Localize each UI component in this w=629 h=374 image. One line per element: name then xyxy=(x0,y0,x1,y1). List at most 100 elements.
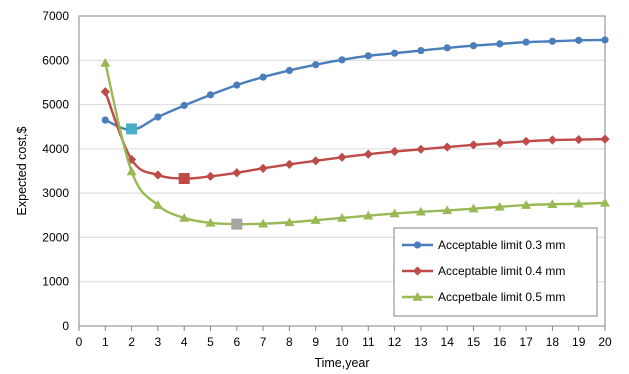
y-tick-label: 4000 xyxy=(42,142,69,156)
series-line xyxy=(104,62,606,226)
legend-marker xyxy=(412,266,423,276)
legend-item-3: Accpetbale limit 0.5 mm xyxy=(402,290,565,304)
data-point xyxy=(363,149,373,159)
legend: Acceptable limit 0.3 mm Acceptable limit … xyxy=(393,227,598,317)
data-point xyxy=(337,212,347,222)
legend-item-2: Acceptable limit 0.4 mm xyxy=(402,264,565,278)
data-point xyxy=(547,199,558,208)
legend-label: Acceptable limit 0.3 mm xyxy=(438,238,565,252)
x-tick-label: 2 xyxy=(128,335,135,349)
x-tick-label: 3 xyxy=(155,335,162,349)
data-point xyxy=(364,52,372,60)
data-point xyxy=(573,198,584,208)
data-point xyxy=(179,212,190,222)
series-layer xyxy=(100,36,610,228)
data-point xyxy=(284,217,295,227)
series-line xyxy=(104,38,606,132)
x-tick-label: 11 xyxy=(362,335,375,349)
data-point xyxy=(205,171,216,181)
data-point xyxy=(415,206,426,216)
x-tick-label: 12 xyxy=(388,335,402,349)
data-point xyxy=(180,101,188,110)
data-point xyxy=(496,40,504,48)
data-point xyxy=(100,87,110,97)
data-point xyxy=(600,134,610,144)
data-point xyxy=(205,217,216,227)
data-point xyxy=(311,156,321,166)
data-point xyxy=(521,136,531,146)
data-point xyxy=(417,46,425,55)
x-tick-label: 5 xyxy=(207,335,214,349)
y-tick-label: 2000 xyxy=(42,230,69,244)
optimum-markers xyxy=(126,123,243,230)
data-point xyxy=(469,42,478,50)
legend-label: Accpetbale limit 0.5 mm xyxy=(438,290,565,304)
data-point xyxy=(101,116,109,124)
x-tick-label: 14 xyxy=(441,335,455,349)
data-point xyxy=(232,168,242,178)
data-point xyxy=(575,36,583,44)
data-point xyxy=(468,140,479,150)
data-point xyxy=(391,49,399,57)
legend-marker xyxy=(413,241,422,249)
legend-item-1: Acceptable limit 0.3 mm xyxy=(402,238,565,252)
x-tick-label: 6 xyxy=(233,335,240,349)
x-tick-label: 8 xyxy=(286,335,293,349)
y-axis-title: Expected cost,$ xyxy=(15,126,29,215)
data-point xyxy=(521,200,532,209)
x-tick-label: 0 xyxy=(76,335,83,349)
data-point xyxy=(206,91,215,99)
data-point xyxy=(442,205,453,215)
x-tick-label: 7 xyxy=(260,335,267,349)
data-point xyxy=(495,138,505,148)
legend-marker xyxy=(412,292,423,301)
data-point xyxy=(258,218,269,228)
optimum-marker xyxy=(231,218,243,230)
optimum-marker xyxy=(178,173,190,185)
x-axis-title: Time,year xyxy=(314,356,369,370)
data-point xyxy=(338,56,346,64)
data-point xyxy=(442,142,452,152)
y-tick-label: 3000 xyxy=(42,186,69,200)
data-point xyxy=(152,200,163,209)
y-tick-label: 0 xyxy=(62,319,69,333)
data-point xyxy=(285,66,293,75)
data-point xyxy=(547,135,557,145)
x-tick-label: 10 xyxy=(335,335,349,349)
data-point xyxy=(259,73,267,81)
data-point xyxy=(126,166,137,176)
data-point xyxy=(233,81,241,89)
legend-items: Acceptable limit 0.3 mm Acceptable limit … xyxy=(402,238,565,304)
data-point xyxy=(522,38,530,46)
data-point xyxy=(154,113,162,121)
data-point xyxy=(443,44,451,52)
optimum-marker xyxy=(126,123,138,135)
x-tick-label: 16 xyxy=(493,335,507,349)
x-axis-ticks: 0 1 2 3 4 5 6 7 8 9 10 11 12 13 14 15 16 17 18 19 20 xyxy=(76,326,612,349)
data-point xyxy=(284,159,294,169)
data-point xyxy=(416,144,426,154)
x-tick-label: 18 xyxy=(546,335,560,349)
x-tick-label: 9 xyxy=(312,335,319,349)
legend-label: Acceptable limit 0.4 mm xyxy=(438,264,565,278)
x-tick-label: 20 xyxy=(598,335,612,349)
data-point xyxy=(390,146,400,157)
y-tick-label: 1000 xyxy=(42,275,69,289)
data-point xyxy=(258,163,268,173)
data-point xyxy=(548,37,557,45)
data-point xyxy=(312,61,320,69)
series-2 xyxy=(100,87,610,184)
data-point xyxy=(153,170,163,180)
data-point xyxy=(601,36,609,44)
x-tick-label: 17 xyxy=(519,335,533,349)
data-point xyxy=(574,134,584,145)
y-tick-label: 5000 xyxy=(42,98,69,112)
data-point xyxy=(468,203,479,213)
x-tick-label: 13 xyxy=(414,335,428,349)
series-3 xyxy=(100,57,610,228)
data-point xyxy=(363,210,374,220)
data-point xyxy=(310,215,321,224)
x-tick-label: 1 xyxy=(102,335,109,349)
x-tick-label: 15 xyxy=(467,335,481,349)
